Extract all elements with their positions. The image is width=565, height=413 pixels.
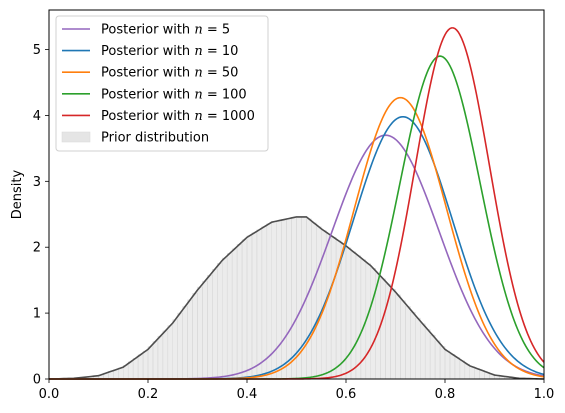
prior-bar — [142, 350, 149, 380]
prior-bar — [325, 233, 332, 380]
prior-bar — [370, 268, 376, 380]
prior-bar — [241, 239, 248, 380]
prior-bar — [459, 360, 466, 380]
prior-bar — [464, 363, 470, 380]
prior-bar — [420, 323, 426, 380]
x-tick-label: 1.0 — [534, 387, 555, 402]
legend-label: Posterior with n = 1000 — [101, 109, 255, 124]
x-tick-label: 0.4 — [237, 387, 258, 402]
prior-bar — [390, 289, 396, 380]
prior-bar — [281, 219, 287, 380]
prior-bar — [355, 255, 362, 380]
prior-bar — [147, 346, 154, 380]
prior-bar — [137, 354, 144, 380]
legend-swatch — [61, 131, 91, 143]
prior-bar — [132, 357, 139, 380]
prior-bar — [251, 232, 258, 380]
x-tick-label: 0.6 — [336, 387, 357, 402]
prior-bar — [286, 218, 292, 380]
prior-bar — [162, 330, 169, 380]
x-tick-label: 0.0 — [39, 387, 60, 402]
prior-bar — [429, 334, 436, 380]
x-tick-label: 0.2 — [138, 387, 159, 402]
prior-bar — [350, 251, 357, 380]
legend-label: Posterior with n = 5 — [101, 23, 230, 38]
prior-bar — [197, 286, 203, 380]
legend-label: Posterior with n = 50 — [101, 66, 238, 81]
prior-bar — [405, 306, 411, 380]
prior-density-line — [48, 216, 545, 380]
prior-bar — [177, 312, 183, 380]
prior-bar — [380, 278, 386, 380]
legend-box — [55, 15, 269, 152]
prior-bar — [276, 220, 282, 380]
prior-bar — [439, 346, 446, 380]
prior-bar — [212, 269, 218, 380]
prior-bar — [449, 354, 456, 380]
x-tick-label: 0.8 — [435, 387, 456, 402]
prior-bar — [345, 247, 352, 380]
y-axis: 0 1 2 3 4 5 — [33, 43, 49, 388]
prior-bar — [246, 235, 253, 380]
y-tick-label: 2 — [33, 241, 41, 256]
prior-bar — [167, 325, 174, 380]
legend-label: Posterior with n = 100 — [101, 87, 247, 102]
prior-bar — [152, 341, 159, 380]
x-axis: 0.0 0.2 0.4 0.6 0.8 1.0 — [39, 379, 555, 402]
prior-bar — [469, 366, 475, 380]
plot-frame — [48, 9, 545, 380]
prior-bar — [207, 274, 213, 380]
prior-bar — [157, 335, 164, 380]
prior-bar — [316, 226, 322, 380]
prior-bar — [261, 226, 268, 380]
prior-bar — [311, 222, 317, 380]
prior-bar — [410, 312, 416, 380]
y-tick-label: 5 — [33, 43, 41, 58]
legend-label: Prior distribution — [101, 131, 209, 146]
prior-bar — [222, 257, 228, 380]
prior-bar — [400, 300, 406, 380]
prior-bar — [330, 237, 337, 380]
legend-label: Posterior with n = 10 — [101, 44, 238, 59]
prior-bar — [192, 293, 198, 380]
prior-layer — [48, 216, 545, 380]
prior-bar — [172, 319, 178, 380]
y-axis-title: Density — [10, 169, 25, 219]
prior-bar — [187, 299, 193, 380]
prior-bar — [182, 306, 188, 380]
prior-bar — [231, 248, 238, 380]
prior-bar — [118, 367, 124, 380]
prior-bar — [127, 361, 134, 380]
prior-bar — [474, 368, 480, 380]
prior-bar — [395, 294, 401, 380]
y-tick-label: 4 — [33, 109, 41, 124]
prior-bar — [226, 253, 233, 380]
legend: Posterior with n = 5 Posterior with n = 1… — [55, 15, 269, 152]
prior-bar — [434, 340, 441, 380]
prior-bar — [444, 350, 451, 380]
prior-bar — [217, 263, 223, 380]
prior-bar — [271, 221, 277, 380]
prior-bar — [424, 329, 431, 380]
prior-bar — [415, 317, 421, 380]
prior-bar — [454, 357, 461, 380]
y-tick-label: 3 — [33, 175, 41, 190]
prior-bar — [365, 263, 371, 380]
prior-bar — [236, 243, 243, 380]
prior-bar — [306, 218, 312, 380]
prior-bar — [202, 280, 208, 380]
y-tick-label: 1 — [33, 307, 41, 322]
y-tick-label: 0 — [33, 373, 41, 388]
prior-bar — [256, 229, 263, 380]
